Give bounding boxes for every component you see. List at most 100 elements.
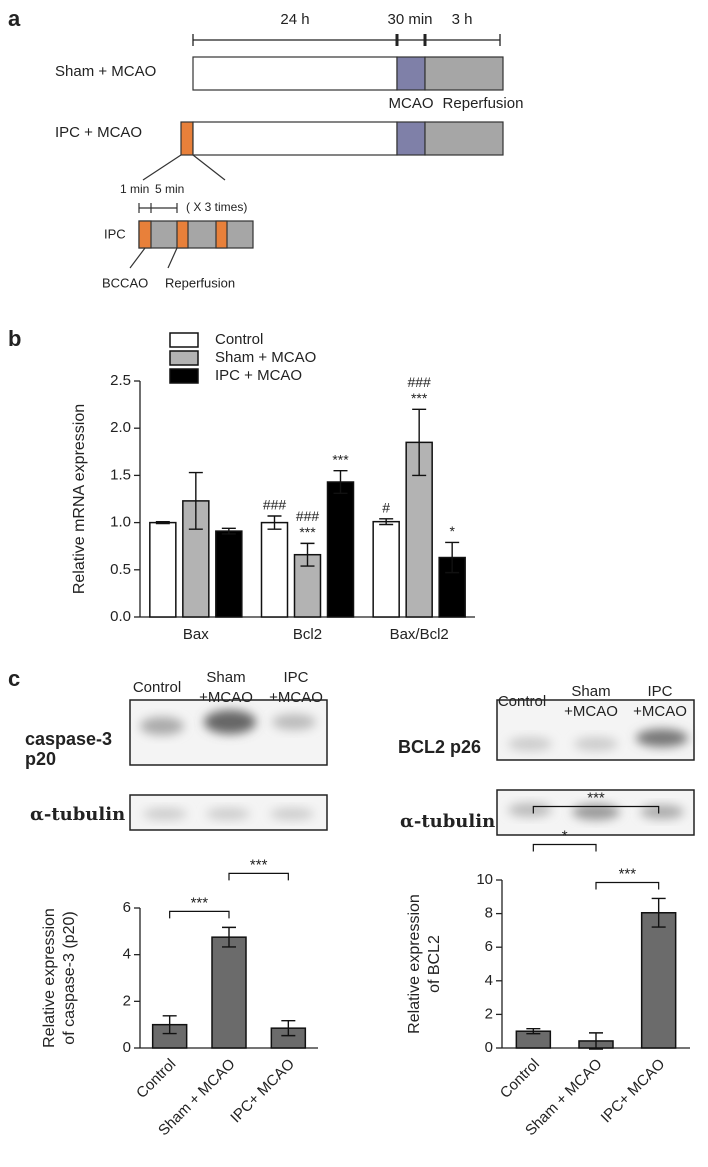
significance-label: ***	[619, 865, 637, 882]
protocol-bars	[129, 56, 504, 269]
column-label: +MCAO	[199, 689, 253, 706]
y-axis-title-line: Relative mRNA expression	[71, 404, 88, 594]
significance-label: *	[562, 827, 568, 844]
error-bar	[281, 1020, 296, 1037]
timeline-label: 24 h	[280, 11, 309, 28]
ipc-label: IPC	[104, 226, 126, 241]
y-tick-label: 2.0	[110, 419, 131, 436]
y-tick-label: 2	[123, 992, 131, 1009]
blot-label: BCL2 p26	[398, 737, 481, 757]
significance-label: ***	[250, 856, 268, 873]
bar	[372, 520, 400, 618]
significance-label: ***	[299, 524, 316, 540]
significance-label: *	[449, 523, 455, 539]
x-tick-label: Bax/Bcl2	[390, 626, 449, 643]
panel-label: a	[8, 6, 21, 31]
y-tick-label: 4	[485, 972, 493, 989]
error-bar	[155, 520, 170, 525]
y-tick-label: 2	[485, 1005, 493, 1022]
y-tick-label: 0.0	[110, 608, 131, 625]
significance-bracket	[169, 910, 230, 919]
error-bar	[300, 542, 315, 567]
y-tick-label: 10	[476, 871, 493, 888]
column-label: +MCAO	[633, 703, 687, 720]
legend-label: IPC + MCAO	[215, 367, 302, 384]
y-axis-title-line: of BCL2	[426, 935, 443, 993]
significance-label: ***	[191, 894, 209, 911]
y-axis-title-line: Relative expression	[406, 894, 423, 1034]
y-axis-title: Relative expression of BCL2	[406, 894, 443, 1034]
duration-label: 1 min	[120, 182, 149, 196]
y-tick-label: 1.0	[110, 514, 131, 531]
duration-label: 5 min	[155, 182, 184, 196]
blot-label: caspase-3	[25, 729, 112, 749]
significance-bracket	[595, 881, 660, 890]
column-label: Control	[498, 693, 546, 710]
blot-images	[129, 699, 695, 836]
legend-swatch	[169, 332, 199, 348]
y-tick-label: 0	[485, 1039, 493, 1056]
y-tick-label: 0.5	[110, 561, 131, 578]
significance-label: ***	[587, 789, 605, 806]
bar	[438, 556, 466, 618]
y-axis-title: Relative expression of caspase-3 (p20)	[41, 908, 78, 1048]
phase-label: MCAO	[389, 95, 434, 112]
bar	[640, 912, 677, 1049]
timeline-label: 30 min	[387, 11, 432, 28]
significance-bracket	[532, 805, 660, 814]
y-tick-label: 8	[485, 905, 493, 922]
blot-label: α-tubulin	[400, 811, 495, 832]
legend-swatch	[169, 350, 199, 366]
bar	[260, 521, 289, 618]
y-tick-label: 0	[123, 1039, 131, 1056]
x-tick-label: Bax	[183, 626, 209, 643]
error-bar	[526, 1027, 541, 1035]
error-bar	[188, 471, 203, 530]
significance-label: ###	[407, 374, 431, 390]
timeline-label: 3 h	[452, 11, 473, 28]
bar	[211, 936, 247, 1049]
row-label: IPC + MCAO	[55, 124, 142, 141]
error-bar	[333, 469, 348, 495]
phase-label: BCCAO	[102, 275, 148, 290]
bar	[149, 521, 177, 618]
error-bar	[379, 518, 394, 526]
y-tick-label: 6	[485, 938, 493, 955]
x-tick-label: IPC+ MCAO	[227, 1056, 298, 1127]
repeat-label: ( X 3 times)	[186, 200, 247, 214]
y-tick-label: 1.5	[110, 466, 131, 483]
error-bar	[221, 527, 236, 535]
bar	[326, 481, 355, 618]
error-bar	[589, 1032, 603, 1050]
x-tick-label: Control	[497, 1056, 543, 1102]
column-label: Control	[133, 679, 181, 696]
error-bar	[651, 897, 666, 928]
row-label: Sham + MCAO	[55, 63, 156, 80]
x-tick-label: IPC+ MCAO	[598, 1056, 669, 1127]
error-bar	[267, 515, 282, 530]
error-bar	[412, 408, 427, 477]
panel-label: b	[8, 326, 21, 351]
column-label: Sham	[206, 669, 245, 686]
significance-label: ###	[296, 508, 320, 524]
x-tick-label: Bcl2	[293, 626, 322, 643]
timeline	[192, 34, 501, 46]
error-bar	[222, 926, 236, 948]
significance-bracket	[228, 872, 289, 881]
x-tick-label: Control	[133, 1056, 179, 1102]
phase-label: Reperfusion	[165, 275, 235, 290]
significance-label: #	[382, 500, 390, 516]
y-axis-title: Relative mRNA expression	[71, 404, 88, 594]
panel-label: c	[8, 666, 20, 691]
significance-label: ###	[263, 497, 287, 513]
y-tick-label: 2.5	[110, 372, 131, 389]
significance-label: ***	[332, 451, 349, 467]
y-axis-title-line: of caspase-3 (p20)	[61, 911, 78, 1044]
significance-label: ***	[411, 390, 428, 406]
error-bar	[162, 1015, 177, 1035]
y-tick-label: 4	[123, 946, 131, 963]
column-label: +MCAO	[269, 689, 323, 706]
blot-label: α-tubulin	[30, 804, 125, 825]
